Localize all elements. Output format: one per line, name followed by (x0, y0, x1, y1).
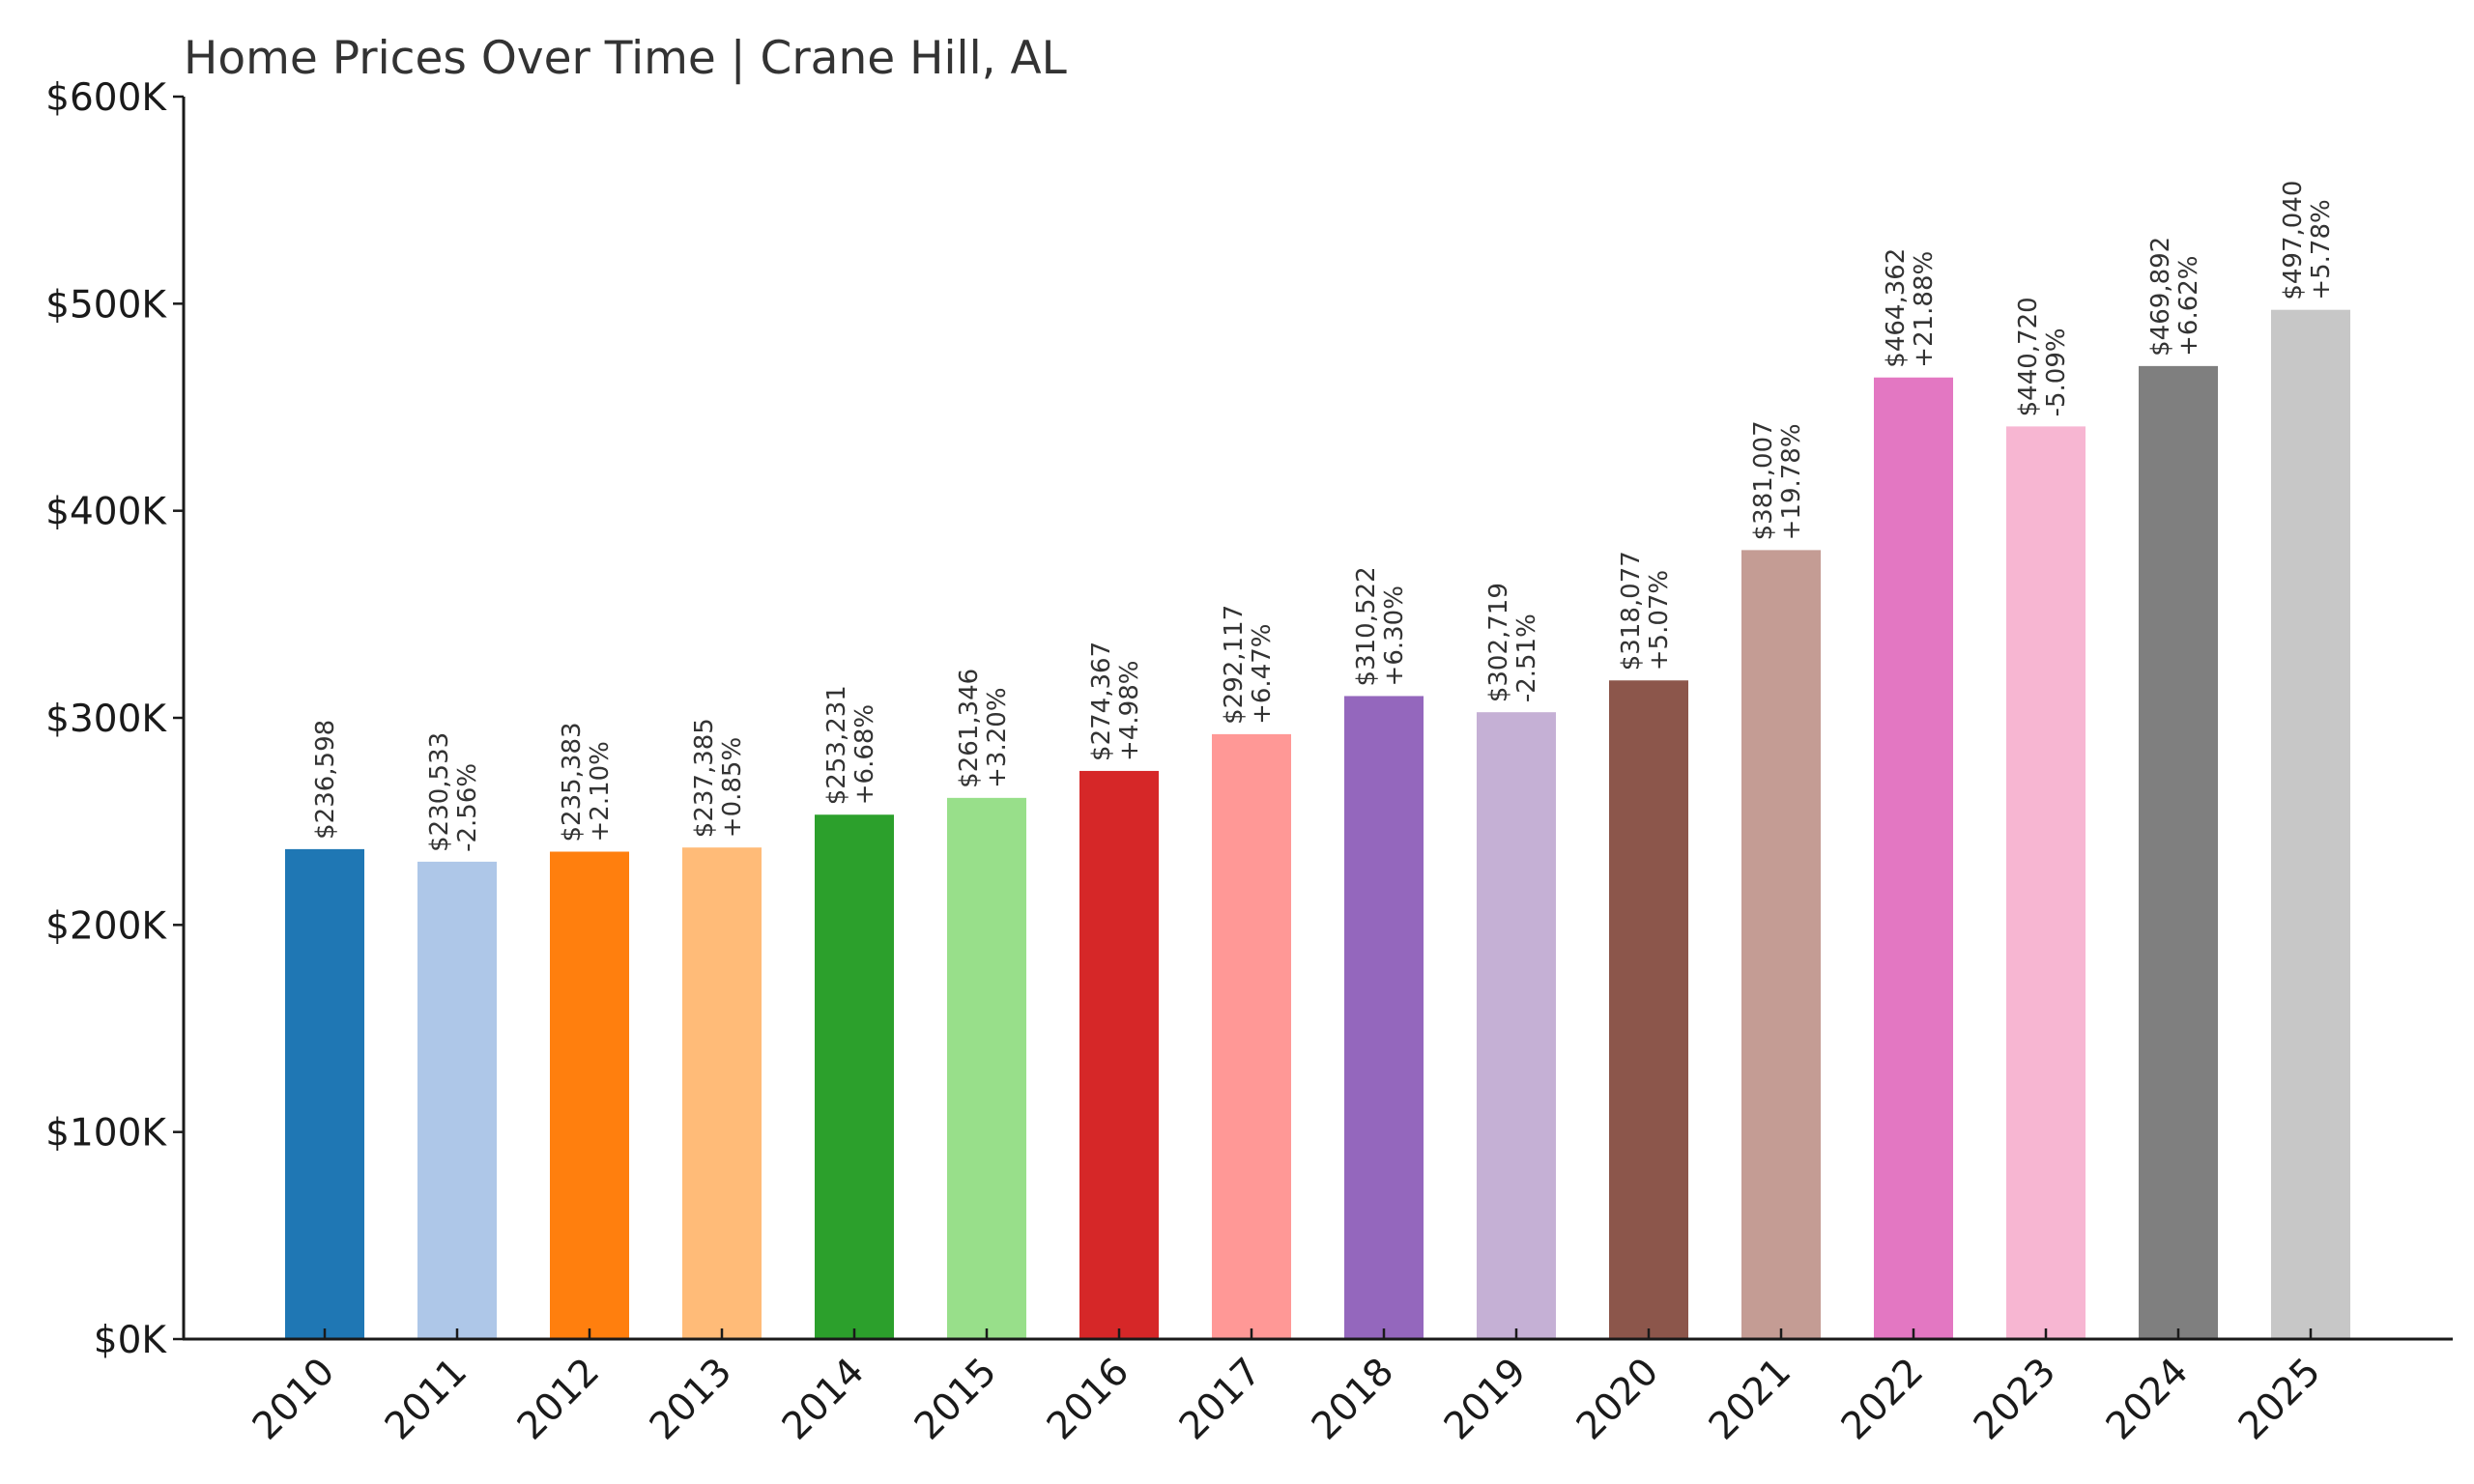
bar-2024 (2139, 365, 2218, 1339)
bar-2019 (1477, 712, 1556, 1339)
bar-change-label: -2.51% (1512, 614, 1541, 702)
bar-value-label: $230,533 (425, 732, 454, 852)
bar-value-label: $440,720 (2014, 297, 2043, 416)
bar-2018 (1344, 696, 1424, 1339)
bar-value-label: $253,231 (822, 685, 851, 805)
y-tick-label: $200K (45, 904, 167, 948)
bar-change-label: +6.30% (1380, 585, 1409, 686)
bar-change-label: +6.47% (1248, 624, 1277, 725)
x-tick-label: 2023 (1966, 1350, 2064, 1448)
bar-change-label: +4.98% (1115, 661, 1144, 761)
bar-2015 (947, 797, 1026, 1339)
bar-2013 (682, 847, 762, 1339)
bar-value-label: $274,367 (1087, 642, 1116, 761)
bar-value-label: $292,117 (1220, 605, 1249, 725)
x-tick-label: 2013 (642, 1350, 740, 1448)
bar-change-label: +0.85% (718, 737, 747, 838)
bar-value-label: $469,892 (2146, 237, 2175, 357)
bar-change-label: +19.78% (1777, 423, 1806, 540)
x-axis: 2010 2011 2012 2013 2014 2015 2016 2017 2018 2019… (183, 1328, 2453, 1448)
y-tick-label: $600K (45, 76, 167, 120)
y-tick-label: $500K (45, 283, 167, 327)
bars-group (285, 309, 2350, 1340)
x-tick-label: 2010 (245, 1350, 343, 1448)
bar-value-label: $497,040 (2279, 181, 2308, 300)
bar-2021 (1741, 550, 1821, 1339)
bar-change-label: +5.07% (1645, 570, 1674, 671)
bar-change-label: +3.20% (983, 687, 1012, 787)
x-tick-label: 2024 (2098, 1350, 2197, 1448)
bar-value-label: $302,719 (1484, 583, 1513, 702)
bar-change-label: +6.62% (2174, 255, 2203, 356)
bar-change-label: +2.10% (586, 741, 615, 842)
bar-change-label: +6.68% (850, 704, 879, 805)
y-tick-label: $300K (45, 698, 167, 741)
bar-2025 (2271, 309, 2350, 1339)
y-tick-label: $100K (45, 1112, 167, 1156)
x-tick-label: 2015 (906, 1350, 1005, 1448)
bar-change-label: -5.09% (2042, 328, 2071, 416)
bar-2012 (550, 851, 629, 1339)
y-tick-label: $0K (94, 1319, 168, 1362)
x-tick-label: 2020 (1568, 1350, 1667, 1448)
bar-value-label: $261,346 (955, 669, 984, 788)
bar-value-label: $235,383 (558, 722, 587, 842)
x-tick-label: 2017 (1171, 1350, 1270, 1448)
y-tick-label: $400K (45, 491, 167, 534)
x-tick-label: 2021 (1701, 1350, 1799, 1448)
x-tick-label: 2012 (509, 1350, 608, 1448)
bar-2014 (815, 814, 894, 1339)
bar-value-label: $310,522 (1352, 566, 1381, 686)
bar-2011 (417, 861, 497, 1339)
bar-change-label: +21.88% (1910, 251, 1939, 368)
bar-value-label: $381,007 (1749, 420, 1778, 540)
x-tick-label: 2022 (1833, 1350, 1932, 1448)
x-tick-label: 2011 (377, 1350, 475, 1448)
bar-change-label: +5.78% (2307, 199, 2336, 300)
bar-2023 (2006, 426, 2086, 1339)
bar-2022 (1874, 377, 1953, 1340)
x-tick-label: 2019 (1436, 1350, 1535, 1448)
bar-2017 (1212, 733, 1291, 1339)
chart-title: Home Prices Over Time | Crane Hill, AL (184, 32, 1067, 85)
x-tick-label: 2016 (1039, 1350, 1137, 1448)
x-tick-label: 2014 (774, 1350, 873, 1448)
bar-2010 (285, 848, 364, 1339)
bar-value-label: $318,077 (1617, 551, 1646, 671)
bar-change-label: -2.56% (453, 763, 482, 852)
bar-value-label: $236,598 (311, 720, 340, 840)
bar-value-label: $237,385 (690, 718, 719, 838)
x-tick-label: 2025 (2230, 1350, 2329, 1448)
x-tick-label: 2018 (1304, 1350, 1402, 1448)
bar-2020 (1609, 680, 1688, 1339)
y-axis: $0K $100K $200K $300K $400K $500K $600K (45, 76, 186, 1362)
bar-labels-group: $236,598 $230,533 -2.56% $235,383 +2.10% $237… (311, 181, 2336, 852)
bar-value-label: $464,362 (1882, 248, 1911, 368)
bar-2016 (1079, 770, 1159, 1339)
